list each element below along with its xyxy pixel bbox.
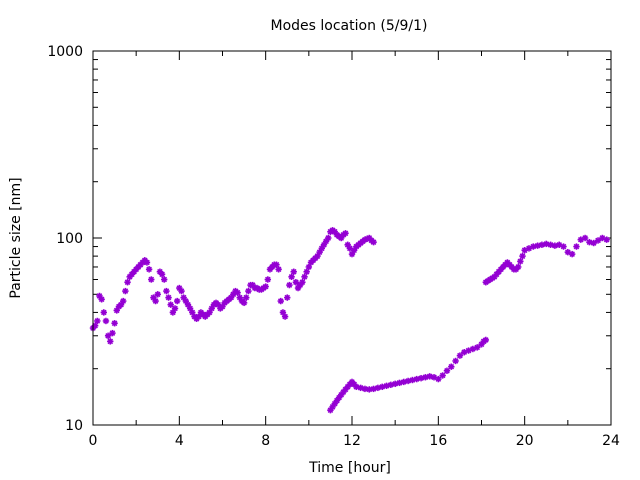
data-point [301, 273, 308, 281]
data-point [109, 329, 116, 337]
data-point [111, 320, 118, 327]
data-point [594, 237, 602, 244]
data-point [104, 332, 112, 339]
data-point [165, 294, 172, 301]
data-point [124, 279, 131, 286]
data-point [243, 294, 250, 301]
data-point [163, 287, 170, 295]
data-point [262, 283, 269, 290]
data-point [590, 239, 597, 247]
y-tick-label: 100 [56, 231, 83, 247]
data-point [234, 289, 241, 296]
x-tick-label: 24 [602, 433, 620, 449]
data-point [325, 234, 332, 242]
data-point [120, 297, 127, 305]
data-point [333, 397, 341, 404]
x-tick-label: 4 [175, 433, 184, 449]
x-tick-label: 20 [516, 433, 534, 449]
data-point [568, 250, 576, 258]
data-point [517, 258, 524, 265]
data-point [473, 344, 481, 351]
data-point [273, 261, 280, 268]
data-point [404, 377, 412, 385]
data-point [299, 279, 306, 286]
data-point [290, 268, 297, 275]
data-point [514, 263, 522, 271]
data-point [154, 291, 161, 298]
data-point [443, 367, 451, 374]
data-point [603, 236, 610, 243]
data-point [456, 352, 464, 359]
data-point [240, 299, 248, 307]
data-point [573, 243, 580, 250]
y-tick-label: 1000 [47, 44, 83, 60]
data-point [530, 243, 537, 250]
data-point [264, 276, 272, 283]
data-point [100, 309, 107, 316]
data-point [581, 234, 589, 242]
data-point [107, 338, 114, 345]
data-point [102, 317, 110, 325]
x-tick-label: 16 [429, 433, 447, 449]
chart-title: Modes location (5/9/1) [271, 18, 428, 34]
data-point [143, 259, 151, 266]
data-point [158, 271, 166, 278]
data-point [94, 317, 101, 325]
data-point [448, 363, 455, 370]
data-point [152, 297, 159, 305]
data-point [171, 305, 179, 312]
data-point [560, 243, 567, 250]
data-point [284, 294, 291, 301]
data-point [286, 281, 293, 289]
y-axis-label: Particle size [nm] [8, 177, 24, 298]
data-point [173, 297, 181, 305]
x-tick-label: 8 [261, 433, 270, 449]
data-point [148, 276, 155, 283]
data-point [122, 287, 129, 295]
data-point [452, 357, 459, 365]
data-point [374, 384, 382, 392]
data-point [370, 238, 377, 246]
plot-frame [92, 50, 612, 426]
data-point [435, 375, 442, 383]
data-point [161, 276, 168, 283]
x-axis-label: Time [hour] [308, 460, 391, 476]
data-point [353, 383, 360, 391]
data-point [439, 372, 446, 379]
data-point [288, 273, 295, 281]
data-point [167, 301, 174, 308]
data-point [145, 266, 153, 273]
data-point [275, 266, 282, 273]
axis-ticks [92, 50, 612, 426]
data-point [292, 279, 300, 286]
data-point [534, 242, 541, 249]
data-point [98, 296, 105, 303]
data-point [519, 252, 526, 260]
data-points [89, 227, 610, 414]
data-point [91, 322, 99, 329]
data-point [482, 336, 490, 344]
data-point [277, 297, 284, 305]
data-point [281, 313, 289, 320]
x-tick-label: 12 [343, 433, 361, 449]
data-point [342, 230, 349, 237]
data-point [303, 268, 310, 275]
data-point [245, 287, 252, 295]
y-tick-label: 10 [65, 418, 83, 434]
tick-labels: 0 4 8 12 16 20 24 10 100 1000 [47, 44, 620, 449]
data-point [178, 287, 185, 295]
data-point [206, 309, 213, 316]
x-tick-label: 0 [89, 433, 98, 449]
